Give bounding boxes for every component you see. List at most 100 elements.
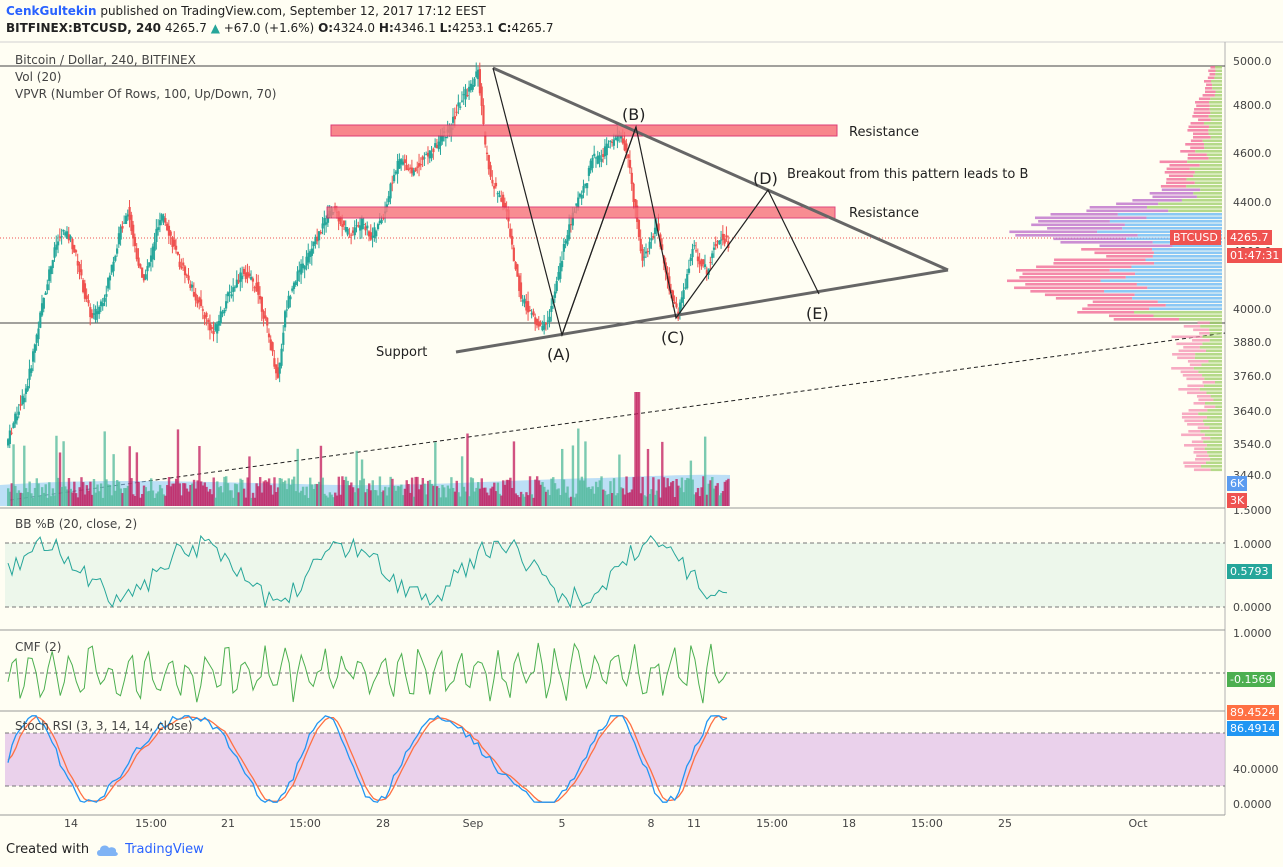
candle-body bbox=[376, 224, 380, 230]
author-link[interactable]: CenkGultekin bbox=[6, 4, 97, 18]
candle-body bbox=[512, 247, 515, 262]
candle-body bbox=[83, 283, 87, 299]
candle-body bbox=[64, 232, 67, 236]
volume-bar bbox=[698, 496, 702, 506]
low-value: 4253.1 bbox=[452, 21, 495, 35]
volume-bar bbox=[250, 497, 253, 506]
breakout-label[interactable]: Breakout from this pattern leads to B bbox=[787, 167, 1028, 182]
vpvr-up-bar bbox=[1187, 160, 1222, 164]
volume-bar bbox=[537, 480, 541, 506]
vpvr-down-bar bbox=[1054, 258, 1146, 262]
volume-bar bbox=[23, 445, 26, 506]
price-chart[interactable]: Resistance Resistance Support Breakout f… bbox=[0, 0, 1283, 835]
volume-bar bbox=[264, 480, 267, 506]
stoch-legend[interactable]: Stoch RSI (3, 3, 14, 14, close) bbox=[15, 719, 193, 733]
candle-body bbox=[174, 245, 178, 250]
vol-legend[interactable]: Vol (20) bbox=[15, 70, 62, 84]
volume-bar bbox=[223, 476, 226, 506]
resistance-zone-upper[interactable] bbox=[330, 124, 838, 137]
vpvr-profile bbox=[1007, 66, 1222, 472]
candle-body bbox=[342, 220, 346, 226]
candle-body bbox=[225, 301, 228, 309]
candle-body bbox=[359, 225, 362, 231]
volume-bar bbox=[289, 484, 292, 506]
volume-bar bbox=[219, 486, 223, 506]
volume-bar bbox=[248, 456, 251, 506]
wave-e-label[interactable]: (E) bbox=[806, 304, 829, 323]
candle-body bbox=[527, 301, 530, 313]
descending-trendline[interactable] bbox=[492, 66, 949, 272]
candle-body bbox=[371, 235, 374, 238]
close-label: C: bbox=[497, 21, 512, 35]
wave-a-label[interactable]: (A) bbox=[547, 345, 570, 364]
wave-b-label[interactable]: (B) bbox=[622, 105, 645, 124]
tradingview-link[interactable]: TradingView bbox=[125, 842, 204, 857]
vpvr-up-bar bbox=[1097, 230, 1222, 234]
candle-body bbox=[639, 238, 642, 252]
resistance-upper-label[interactable]: Resistance bbox=[849, 125, 919, 140]
vpvr-down-bar bbox=[1196, 454, 1209, 458]
vpvr-down-bar bbox=[1034, 216, 1147, 220]
candle-body bbox=[85, 295, 88, 300]
volume-bar bbox=[584, 441, 587, 506]
volume-bar bbox=[8, 491, 12, 506]
volume-bar bbox=[482, 487, 485, 506]
vpvr-up-bar bbox=[1100, 279, 1222, 283]
time-tick-label: 5 bbox=[559, 817, 566, 830]
candle-body bbox=[255, 282, 258, 292]
volume-bar bbox=[337, 476, 341, 506]
volume-bar bbox=[117, 481, 121, 506]
ascending-trendline[interactable] bbox=[455, 268, 949, 354]
abcde-wave-path[interactable] bbox=[492, 67, 820, 338]
volume-bar bbox=[158, 484, 162, 506]
candle-body bbox=[40, 303, 44, 316]
vpvr-up-bar bbox=[1193, 192, 1222, 195]
volume-bar bbox=[394, 490, 398, 506]
candle-body bbox=[621, 138, 624, 144]
wave-d-label[interactable]: (D) bbox=[753, 169, 778, 188]
support-label[interactable]: Support bbox=[376, 345, 427, 360]
volume-bar bbox=[548, 495, 551, 506]
volume-bar bbox=[657, 479, 660, 506]
candle-body bbox=[294, 281, 297, 285]
publish-info: CenkGultekin published on TradingView.co… bbox=[6, 4, 486, 18]
vpvr-up-bar bbox=[1205, 461, 1222, 465]
candle-body bbox=[562, 244, 565, 252]
vpvr-up-bar bbox=[1193, 367, 1222, 370]
vpvr-down-bar bbox=[1187, 157, 1209, 160]
vpvr-up-bar bbox=[1165, 304, 1222, 307]
vpvr-down-bar bbox=[1081, 248, 1153, 251]
cmf-legend[interactable]: CMF (2) bbox=[15, 640, 62, 654]
vpvr-down-bar bbox=[1193, 468, 1211, 472]
bb-tick-0: 0.0000 bbox=[1233, 601, 1272, 614]
candle-body bbox=[718, 240, 721, 245]
volume-bar bbox=[351, 487, 355, 506]
main-legend[interactable]: Bitcoin / Dollar, 240, BITFINEX bbox=[15, 53, 196, 67]
volume-bar bbox=[664, 487, 668, 506]
volume-bar bbox=[485, 492, 489, 506]
volume-bar bbox=[661, 441, 664, 506]
up-arrow-icon: ▲ bbox=[210, 21, 220, 35]
candle-body bbox=[58, 236, 62, 238]
volume-bar bbox=[532, 497, 535, 506]
bb-legend[interactable]: BB %B (20, close, 2) bbox=[15, 517, 138, 531]
candle-body bbox=[173, 239, 176, 247]
candle-body bbox=[530, 313, 533, 315]
vpvr-up-bar bbox=[1210, 437, 1222, 440]
resistance-lower-label[interactable]: Resistance bbox=[849, 206, 919, 221]
volume-bar bbox=[380, 491, 383, 506]
vpvr-down-bar bbox=[1108, 314, 1154, 318]
candle-body bbox=[48, 269, 51, 281]
candle-body bbox=[484, 131, 487, 145]
candle-body bbox=[203, 314, 206, 319]
vpvr-legend[interactable]: VPVR (Number Of Rows, 100, Up/Down, 70) bbox=[15, 87, 277, 101]
vpvr-down-bar bbox=[1192, 115, 1209, 118]
wave-c-label[interactable]: (C) bbox=[661, 328, 685, 347]
created-with-text: Created with bbox=[6, 842, 90, 857]
vpvr-up-bar bbox=[1146, 216, 1222, 220]
volume-bar bbox=[650, 489, 653, 506]
vpvr-down-bar bbox=[1099, 244, 1173, 248]
resistance-zone-lower[interactable] bbox=[326, 206, 836, 219]
time-tick-label: 11 bbox=[687, 817, 701, 830]
vpvr-up-bar bbox=[1209, 101, 1222, 104]
